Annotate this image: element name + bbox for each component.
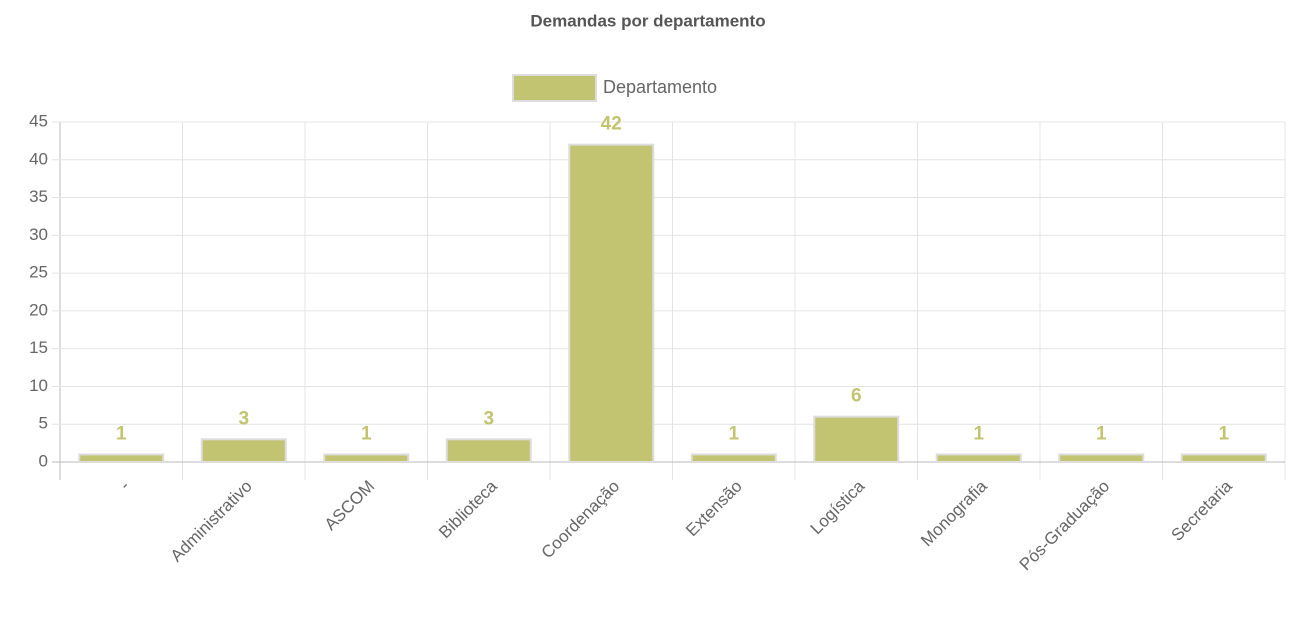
bar [813,415,900,463]
y-tick-label: 40 [29,149,48,168]
bar [690,453,777,464]
bar [1058,453,1145,464]
x-tick-label: - [116,477,133,494]
y-tick-label: 45 [29,111,48,130]
data-label: 1 [973,423,984,444]
x-tick-label: Administrativo [167,477,256,566]
y-tick-label: 5 [39,414,48,433]
x-tick-label: Secretaria [1168,476,1237,545]
y-tick-label: 25 [29,263,48,282]
y-tick-label: 15 [29,338,48,357]
y-tick-label: 20 [29,300,48,319]
bar [323,453,410,464]
x-tick-label: Monografia [917,476,991,550]
x-tick-label: Logística [807,476,869,538]
bar [445,438,532,464]
bar [1180,453,1267,464]
x-tick-label: Coordenação [538,477,624,563]
data-label: 1 [116,423,127,444]
data-label: 3 [483,408,494,429]
chart-title: Demandas por departamento [530,11,765,30]
data-label: 3 [238,408,249,429]
bar [935,453,1022,464]
y-tick-label: 35 [29,187,48,206]
data-label: 42 [601,114,622,135]
data-label: 1 [1096,423,1107,444]
y-tick-label: 30 [29,225,48,244]
data-label: 1 [1218,423,1229,444]
x-tick-label: Extensão [682,477,746,541]
x-tick-label: ASCOM [321,477,379,535]
bar [200,438,287,464]
x-tick-label: Biblioteca [435,476,501,542]
y-tick-label: 10 [29,376,48,395]
data-label: 1 [361,423,372,444]
data-label: 6 [851,386,862,407]
data-label: 1 [728,423,739,444]
legend-label: Departamento [603,77,717,97]
legend-swatch [512,74,597,102]
y-tick-label: 0 [39,451,48,470]
bar [78,453,165,464]
bar [568,143,655,464]
x-tick-label: Pós-Graduação [1016,477,1114,575]
